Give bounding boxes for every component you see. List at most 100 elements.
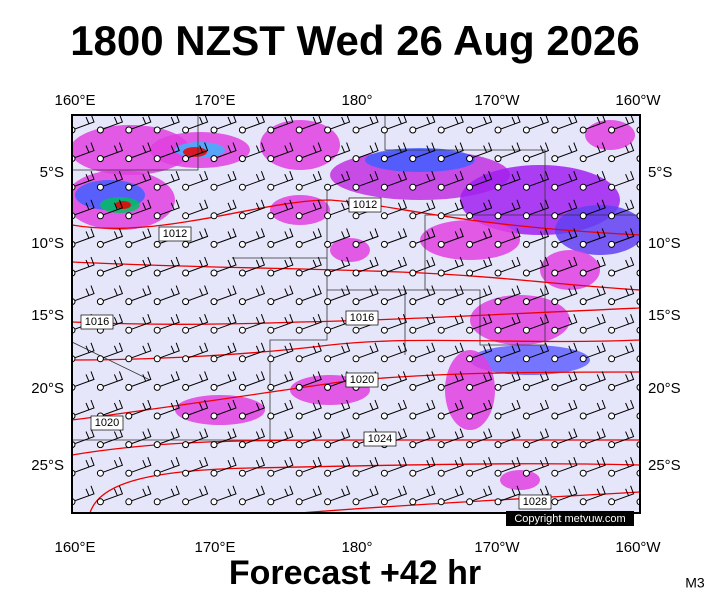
barb	[299, 371, 322, 388]
rain-area	[365, 148, 475, 172]
barb	[185, 228, 209, 245]
barb	[412, 314, 436, 331]
station	[295, 498, 303, 506]
barb	[526, 115, 550, 131]
station	[324, 269, 332, 277]
station	[210, 126, 218, 134]
barb	[270, 228, 294, 245]
barb	[185, 171, 209, 188]
station	[267, 441, 275, 449]
station	[409, 469, 417, 477]
barb	[469, 399, 493, 417]
barb	[497, 371, 521, 388]
barb	[639, 415, 640, 416]
barb	[412, 115, 436, 131]
station	[153, 183, 161, 191]
station	[210, 441, 218, 449]
station	[522, 126, 530, 134]
barb	[327, 256, 351, 274]
latitude-label: 25°S	[31, 457, 64, 474]
barb	[72, 199, 95, 217]
barb	[242, 371, 266, 388]
barb	[327, 285, 351, 303]
station	[608, 126, 616, 134]
station	[238, 498, 246, 506]
barb	[526, 171, 550, 188]
station	[494, 126, 502, 134]
longitude-label: 180°	[341, 92, 372, 109]
isobar-label-box	[363, 431, 397, 447]
barb	[157, 428, 180, 446]
barb	[299, 457, 322, 474]
wind-barbs	[72, 115, 640, 506]
barb	[242, 342, 266, 360]
station	[551, 498, 559, 506]
barb	[639, 215, 640, 216]
barb	[242, 199, 266, 217]
station	[494, 383, 502, 391]
longitude-label: 160°E	[54, 92, 95, 109]
station	[352, 441, 360, 449]
station	[551, 269, 559, 277]
longitude-label: 170°W	[474, 92, 520, 109]
rain-area	[470, 345, 590, 375]
barb	[270, 485, 294, 503]
barb	[128, 285, 152, 303]
station	[153, 498, 161, 506]
barb	[72, 399, 95, 417]
barb	[469, 457, 493, 474]
station	[125, 355, 133, 363]
barb	[526, 342, 550, 360]
station	[494, 412, 502, 420]
barb	[327, 428, 351, 446]
station	[324, 355, 332, 363]
station	[182, 355, 190, 363]
station	[182, 155, 190, 163]
barb	[611, 285, 635, 303]
station	[238, 212, 246, 220]
barb	[639, 358, 640, 359]
station	[210, 240, 218, 248]
barb	[128, 371, 152, 388]
barb	[412, 428, 436, 446]
station	[437, 498, 445, 506]
barb	[242, 171, 266, 188]
station	[96, 269, 104, 277]
station	[153, 412, 161, 420]
station	[324, 383, 332, 391]
station	[466, 240, 474, 248]
station	[380, 126, 388, 134]
barb	[299, 199, 322, 217]
barb	[497, 228, 521, 245]
station	[466, 412, 474, 420]
isobar-label-box	[158, 226, 192, 242]
station	[352, 469, 360, 477]
station	[437, 441, 445, 449]
barb	[185, 485, 209, 503]
barb	[611, 171, 635, 188]
rain-area	[72, 125, 190, 175]
station	[551, 412, 559, 420]
station	[494, 155, 502, 163]
station	[96, 126, 104, 134]
latitude-label: 20°S	[31, 380, 64, 397]
station	[267, 298, 275, 306]
station	[153, 383, 161, 391]
barb	[554, 115, 578, 131]
station	[238, 441, 246, 449]
station	[352, 155, 360, 163]
station	[96, 383, 104, 391]
barb	[497, 428, 521, 446]
station	[238, 126, 246, 134]
station	[182, 383, 190, 391]
barb	[583, 428, 606, 446]
barb	[412, 256, 436, 274]
station	[494, 212, 502, 220]
barb	[412, 142, 436, 160]
barb	[583, 228, 606, 245]
station	[608, 383, 616, 391]
rain-area	[540, 250, 600, 290]
station	[409, 126, 417, 134]
station	[153, 126, 161, 134]
station	[352, 412, 360, 420]
